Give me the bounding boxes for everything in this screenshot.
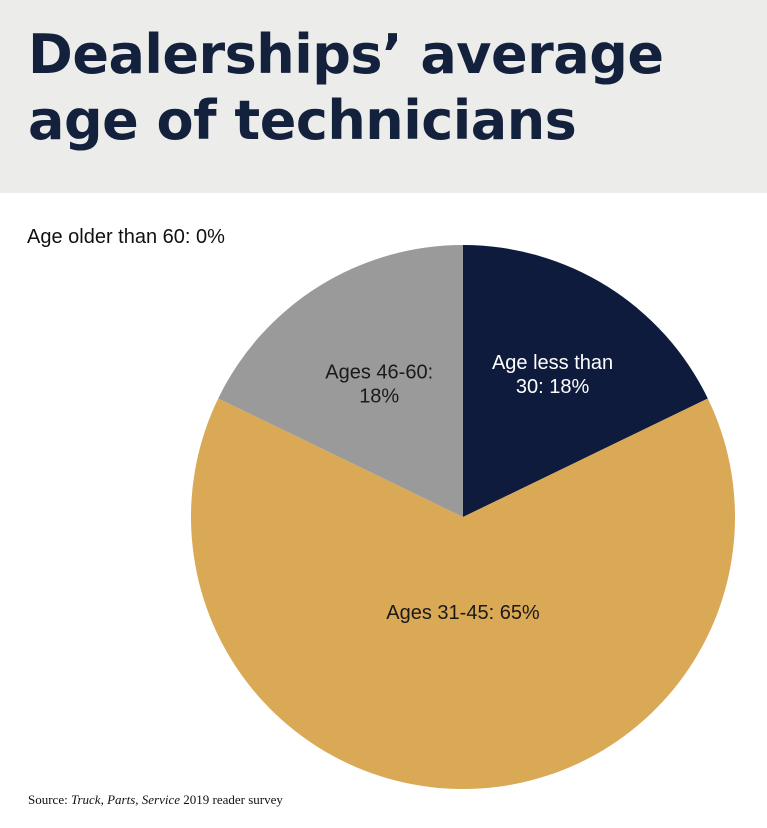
slice-label-0: Age less than 30: 18% bbox=[492, 352, 613, 398]
source-suffix: 2019 reader survey bbox=[180, 792, 283, 807]
slice-label-line: Ages 46-60: bbox=[325, 361, 433, 383]
title-banner: Dealerships’ average age of technicians bbox=[0, 0, 767, 193]
slice-label-line: 18% bbox=[359, 385, 399, 407]
slice-label-line: Age less than bbox=[492, 352, 613, 374]
pie-slice-1 bbox=[191, 398, 736, 789]
chart-title: Dealerships’ average age of technicians bbox=[28, 23, 664, 152]
zero-slice-label: Age older than 60: 0% bbox=[27, 226, 225, 248]
source-note: Source: Truck, Parts, Service 2019 reade… bbox=[28, 792, 283, 808]
slice-label-line: 30: 18% bbox=[516, 376, 590, 398]
pie-slice-0 bbox=[463, 245, 708, 517]
source-publication: Truck, Parts, Service bbox=[70, 792, 181, 807]
pie-slice-2 bbox=[218, 245, 463, 517]
slice-label-line: Ages 31-45: 65% bbox=[386, 602, 540, 624]
source-prefix: Source: bbox=[28, 792, 71, 807]
slice-label-2: Ages 46-60: 18% bbox=[325, 361, 433, 407]
slice-label-1: Ages 31-45: 65% bbox=[386, 602, 540, 624]
